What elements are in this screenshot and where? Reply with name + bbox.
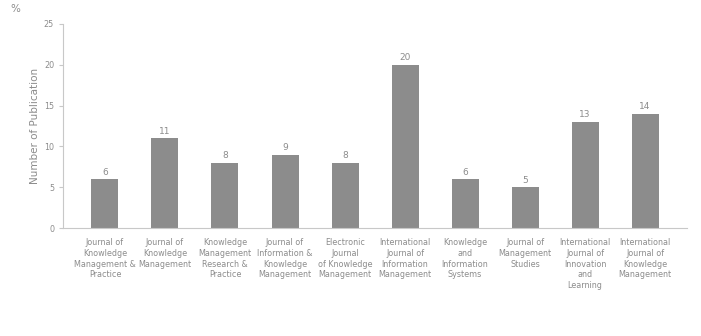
Text: 8: 8 (222, 152, 228, 160)
Text: 8: 8 (342, 152, 348, 160)
Y-axis label: Number of Publication: Number of Publication (29, 68, 40, 184)
Text: 6: 6 (102, 168, 108, 177)
Text: 13: 13 (579, 111, 591, 119)
Bar (512, 187, 538, 228)
Bar (332, 163, 358, 228)
Bar (632, 114, 659, 228)
Text: 9: 9 (282, 143, 288, 152)
Bar (571, 122, 599, 228)
Text: 5: 5 (522, 176, 528, 185)
Bar (212, 163, 238, 228)
Bar (392, 65, 418, 228)
Text: 11: 11 (159, 127, 171, 136)
Text: 20: 20 (400, 53, 411, 62)
Bar (451, 179, 479, 228)
Text: 14: 14 (639, 102, 651, 111)
Bar (151, 138, 179, 228)
Text: %: % (11, 4, 20, 14)
Bar (91, 179, 118, 228)
Bar (271, 155, 299, 228)
Text: 6: 6 (462, 168, 468, 177)
